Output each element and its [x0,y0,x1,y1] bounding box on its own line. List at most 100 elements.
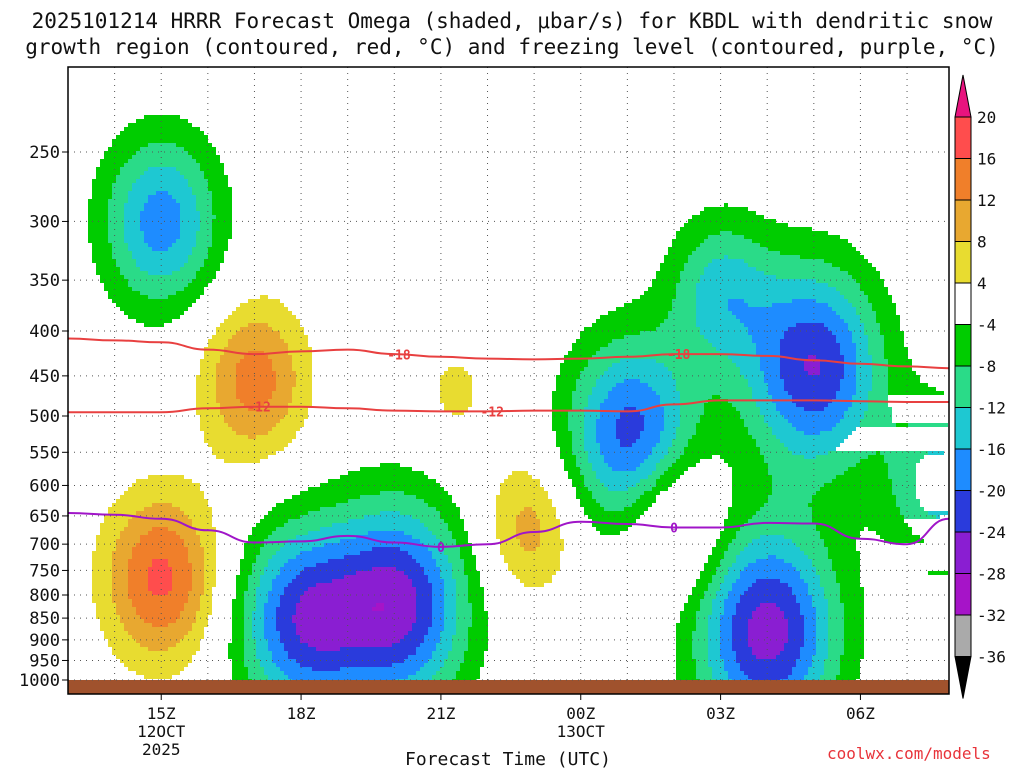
omega-cell [452,639,468,643]
omega-cell [128,279,192,283]
omega-cell [240,327,272,331]
omega-cell [212,231,232,235]
omega-cell [716,539,732,543]
omega-cell [792,451,828,455]
y-tick-label: 750 [29,561,60,581]
omega-cell [212,227,232,231]
omega-cell [708,559,720,563]
omega-cell [780,439,844,443]
omega-cell [780,359,804,363]
omega-cell [804,631,816,635]
omega-cell [124,239,144,243]
omega-cell [232,619,244,623]
omega-cell [676,655,692,659]
omega-cell [840,659,860,663]
omega-cell [212,199,232,203]
omega-cell [588,455,604,459]
omega-cell [676,623,696,627]
omega-cell [112,143,148,147]
omega-cell [128,575,148,579]
omega-cell [92,587,112,591]
omega-cell [720,535,736,539]
omega-cell [444,611,456,615]
omega-cell [672,243,700,247]
omega-cell [740,575,800,579]
omega-cell [836,335,852,339]
omega-cell [804,619,816,623]
omega-cell [844,355,856,359]
omega-cell [256,607,264,611]
omega-cell [424,523,448,527]
omega-cell [572,399,588,403]
omega-cell [232,627,244,631]
omega-cell [216,363,236,367]
omega-cell [676,379,748,383]
omega-cell [720,231,732,235]
omega-cell [236,375,276,379]
omega-cell [92,551,112,555]
omega-cell [180,267,200,271]
omega-cell [440,635,452,639]
omega-cell [848,271,880,275]
omega-cell [128,579,148,583]
omega-cell [240,359,272,363]
omega-cell [332,579,412,583]
omega-cell [672,239,704,243]
y-tick-label: 800 [29,586,60,606]
omega-cell [448,527,464,531]
omega-cell [652,387,676,391]
y-tick-label: 1000 [19,671,60,691]
omega-cell [724,527,740,531]
omega-cell [248,587,256,591]
omega-cell [212,211,232,215]
omega-cell [256,647,268,651]
omega-cell [452,563,464,567]
omega-cell [344,575,408,579]
omega-cell [296,575,344,579]
omega-cell [800,603,812,607]
omega-cell [264,635,280,639]
omega-cell [432,599,444,603]
omega-cell [448,555,460,559]
omega-cell [700,275,776,279]
omega-cell [128,571,148,575]
omega-cell [204,555,216,559]
omega-cell [884,335,904,339]
omega-cell [780,347,840,351]
ground-strip [68,680,949,694]
omega-cell [248,299,280,303]
omega-cell [672,303,696,307]
omega-cell [144,675,172,679]
omega-cell [184,511,212,515]
omega-cell [584,327,656,331]
omega-cell [736,535,760,539]
omega-cell [108,223,124,227]
omega-cell [360,551,408,555]
omega-cell [728,671,744,675]
omega-cell [88,207,108,211]
omega-cell [432,651,448,655]
omega-cell [148,583,172,587]
omega-cell [428,659,444,663]
omega-cell [852,403,868,407]
omega-cell [696,307,728,311]
omega-cell [92,591,112,595]
omega-cell [872,375,888,379]
omega-cell [192,251,208,255]
omega-cell [312,547,372,551]
omega-cell [296,535,356,539]
omega-cell [268,647,284,651]
omega-cell [244,591,256,595]
omega-cell [456,631,468,635]
omega-cell [244,607,256,611]
y-tick-label: 600 [29,476,60,496]
omega-cell [724,255,728,259]
contour-label: -12 [480,405,503,420]
omega-cell [244,615,252,619]
omega-cell [744,523,816,527]
omega-cell [664,423,680,427]
omega-cell [300,595,416,599]
omega-cell [576,387,592,391]
omega-cell [244,595,256,599]
omega-cell [204,435,248,439]
